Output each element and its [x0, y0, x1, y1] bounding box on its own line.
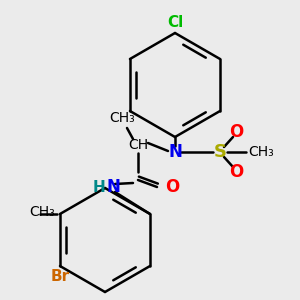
Text: O: O — [229, 163, 243, 181]
Text: O: O — [229, 123, 243, 141]
Text: N: N — [168, 143, 182, 161]
Text: Cl: Cl — [167, 15, 183, 30]
Text: CH₃: CH₃ — [109, 111, 135, 125]
Text: S: S — [214, 143, 226, 161]
Text: CH: CH — [128, 138, 148, 152]
Text: Br: Br — [50, 269, 70, 284]
Text: CH₃: CH₃ — [29, 205, 55, 219]
Text: CH₃: CH₃ — [248, 145, 274, 159]
Text: O: O — [165, 178, 179, 196]
Text: H: H — [92, 179, 105, 194]
Text: N: N — [107, 178, 121, 196]
